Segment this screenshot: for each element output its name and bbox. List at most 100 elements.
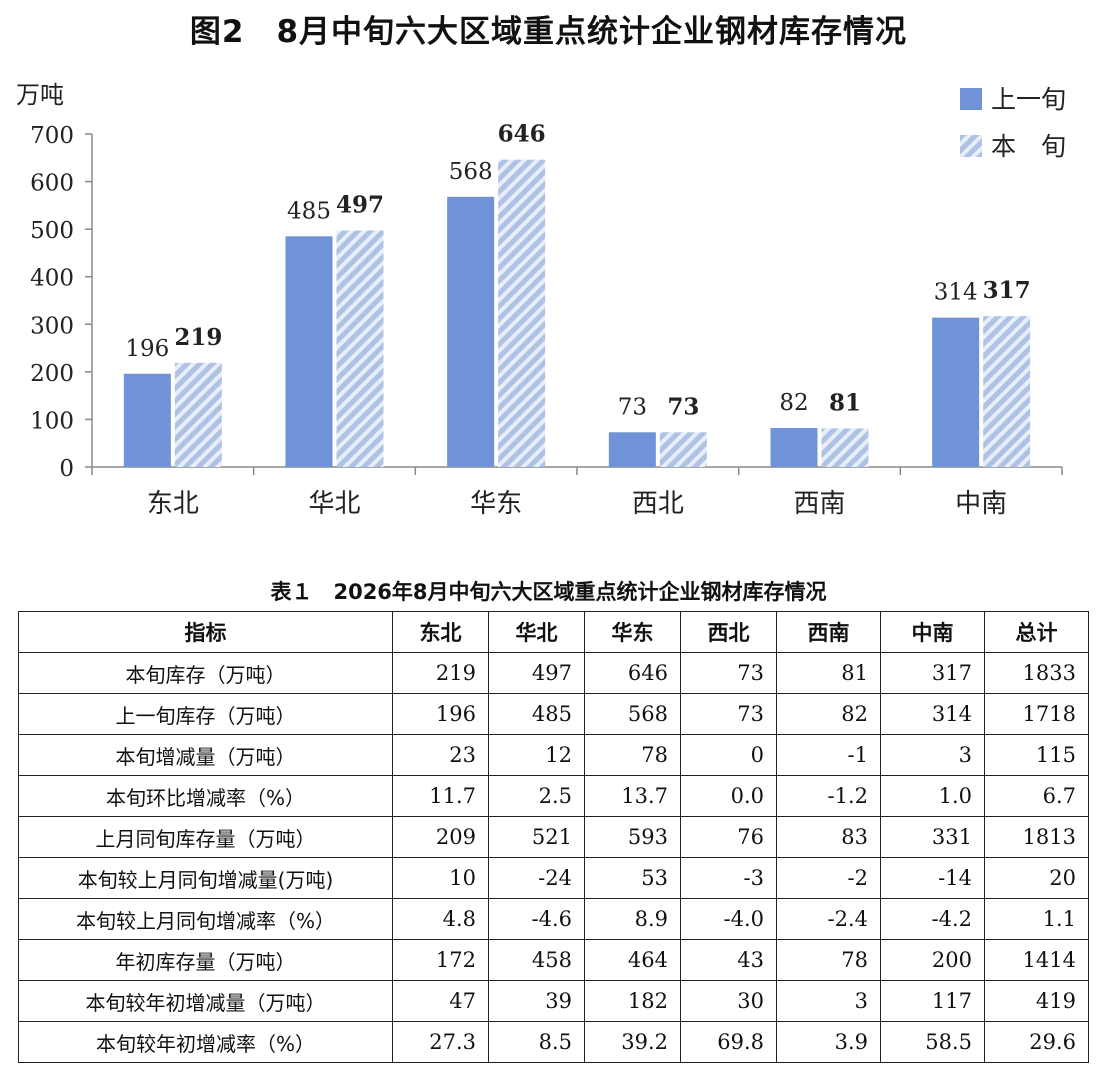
- value-cell: 78: [776, 939, 881, 981]
- value-cell: 1718: [984, 693, 1089, 735]
- y-axis: 0 100 200 300 400 500 600 700: [30, 123, 93, 482]
- row-label-cell: 本旬较年初增减量（万吨）: [18, 980, 393, 1022]
- table-row: 本旬较年初增减率（%） 27.3 8.5 39.2 69.8 3.9 58.5 29.6: [18, 1021, 1089, 1063]
- row-label-cell: 本旬环比增减率（%）: [18, 775, 393, 817]
- value-cell: -1.2: [776, 775, 881, 817]
- bar-value-label: 196: [125, 336, 169, 362]
- value-cell: 58.5: [880, 1021, 985, 1063]
- bar-value-label: 497: [336, 192, 384, 219]
- legend-label: 上一旬: [991, 85, 1066, 114]
- bar-current-period: [821, 428, 869, 467]
- x-category-label: 西北: [632, 489, 684, 519]
- y-tick-label: 0: [59, 456, 74, 482]
- table-row: 年初库存量（万吨） 172 458 464 43 78 200 1414: [18, 939, 1089, 981]
- row-label-cell: 年初库存量（万吨）: [18, 939, 393, 981]
- x-category-label: 华东: [470, 489, 522, 519]
- value-cell: 182: [584, 980, 681, 1022]
- table-row: 本旬增减量（万吨） 23 12 78 0 -1 3 115: [18, 734, 1089, 776]
- table-row: 本旬较年初增减量（万吨） 47 39 182 30 3 117 419: [18, 980, 1089, 1022]
- value-cell: 73: [680, 652, 777, 694]
- value-cell: 13.7: [584, 775, 681, 817]
- value-cell: -1: [776, 734, 881, 776]
- value-cell: 11.7: [392, 775, 489, 817]
- value-cell: 419: [984, 980, 1089, 1022]
- value-cell: 464: [584, 939, 681, 981]
- bar-prev-period: [932, 317, 980, 467]
- value-cell: 317: [880, 652, 985, 694]
- legend-swatch: [960, 88, 982, 110]
- value-cell: 12: [488, 734, 585, 776]
- value-cell: 47: [392, 980, 489, 1022]
- row-label-cell: 上一旬库存（万吨）: [18, 693, 393, 735]
- value-cell: 1.0: [880, 775, 985, 817]
- bar-value-label: 82: [779, 390, 808, 416]
- value-cell: 10: [392, 857, 489, 899]
- table-header-cell: 华北: [488, 611, 585, 653]
- legend-label: 本 旬: [991, 132, 1066, 161]
- table-header-cell: 华东: [584, 611, 681, 653]
- bar-chart: 万吨 0 100 200 300 400 500 600 700 东北 华北 华东 西北 西南 中南 1…: [16, 81, 1066, 519]
- value-cell: 73: [680, 693, 777, 735]
- value-cell: 0.0: [680, 775, 777, 817]
- value-cell: 3: [880, 734, 985, 776]
- bar-value-label: 73: [618, 394, 647, 420]
- value-cell: 593: [584, 816, 681, 858]
- value-cell: 331: [880, 816, 985, 858]
- inventory-table: 指标 东北 华北 华东 西北 西南 中南 总计 本旬库存（万吨） 219 497 646 73 81 31…: [18, 611, 1089, 1063]
- bar-prev-period: [123, 373, 171, 467]
- value-cell: 20: [984, 857, 1089, 899]
- y-tick-label: 200: [30, 361, 74, 387]
- value-cell: 115: [984, 734, 1089, 776]
- table-header-row: 指标 东北 华北 华东 西北 西南 中南 总计: [18, 611, 1089, 653]
- bar-value-label: 646: [498, 121, 546, 148]
- bar-current-period: [983, 316, 1031, 467]
- value-cell: -2: [776, 857, 881, 899]
- value-cell: 82: [776, 693, 881, 735]
- value-cell: 568: [584, 693, 681, 735]
- value-cell: -14: [880, 857, 985, 899]
- figure-title: 图2 8月中旬六大区域重点统计企业钢材库存情况: [189, 14, 908, 50]
- value-cell: 1414: [984, 939, 1089, 981]
- y-tick-label: 500: [30, 218, 74, 244]
- value-cell: 209: [392, 816, 489, 858]
- table-row: 本旬环比增减率（%） 11.7 2.5 13.7 0.0 -1.2 1.0 6.7: [18, 775, 1089, 817]
- value-cell: -24: [488, 857, 585, 899]
- value-cell: 1.1: [984, 898, 1089, 940]
- row-label-cell: 本旬增减量（万吨）: [18, 734, 393, 776]
- table-header-cell: 东北: [392, 611, 489, 653]
- y-tick-label: 600: [30, 171, 74, 197]
- value-cell: 8.9: [584, 898, 681, 940]
- value-cell: 314: [880, 693, 985, 735]
- x-category-label: 西南: [793, 489, 845, 519]
- value-cell: 39.2: [584, 1021, 681, 1063]
- value-cell: 117: [880, 980, 985, 1022]
- value-cell: 485: [488, 693, 585, 735]
- x-category-label: 华北: [308, 489, 360, 519]
- bar-value-label: 568: [449, 159, 493, 185]
- table-row: 上一旬库存（万吨） 196 485 568 73 82 314 1718: [18, 693, 1089, 735]
- value-cell: 76: [680, 816, 777, 858]
- value-cell: -4.0: [680, 898, 777, 940]
- value-cell: 3: [776, 980, 881, 1022]
- value-cell: 30: [680, 980, 777, 1022]
- value-cell: 83: [776, 816, 881, 858]
- value-cell: 1833: [984, 652, 1089, 694]
- value-cell: 0: [680, 734, 777, 776]
- x-category-label: 中南: [955, 489, 1007, 519]
- value-cell: -2.4: [776, 898, 881, 940]
- value-cell: 78: [584, 734, 681, 776]
- value-cell: 6.7: [984, 775, 1089, 817]
- value-cell: 196: [392, 693, 489, 735]
- table-header-cell: 西北: [680, 611, 777, 653]
- bar-value-label: 485: [287, 198, 331, 224]
- value-cell: 23: [392, 734, 489, 776]
- value-cell: 1813: [984, 816, 1089, 858]
- value-cell: 521: [488, 816, 585, 858]
- row-label-cell: 本旬较上月同旬增减量(万吨): [18, 857, 393, 899]
- legend-swatch: [960, 135, 982, 157]
- value-cell: 200: [880, 939, 985, 981]
- bar-current-period: [498, 159, 546, 467]
- table-header-cell: 总计: [984, 611, 1089, 653]
- value-cell: 646: [584, 652, 681, 694]
